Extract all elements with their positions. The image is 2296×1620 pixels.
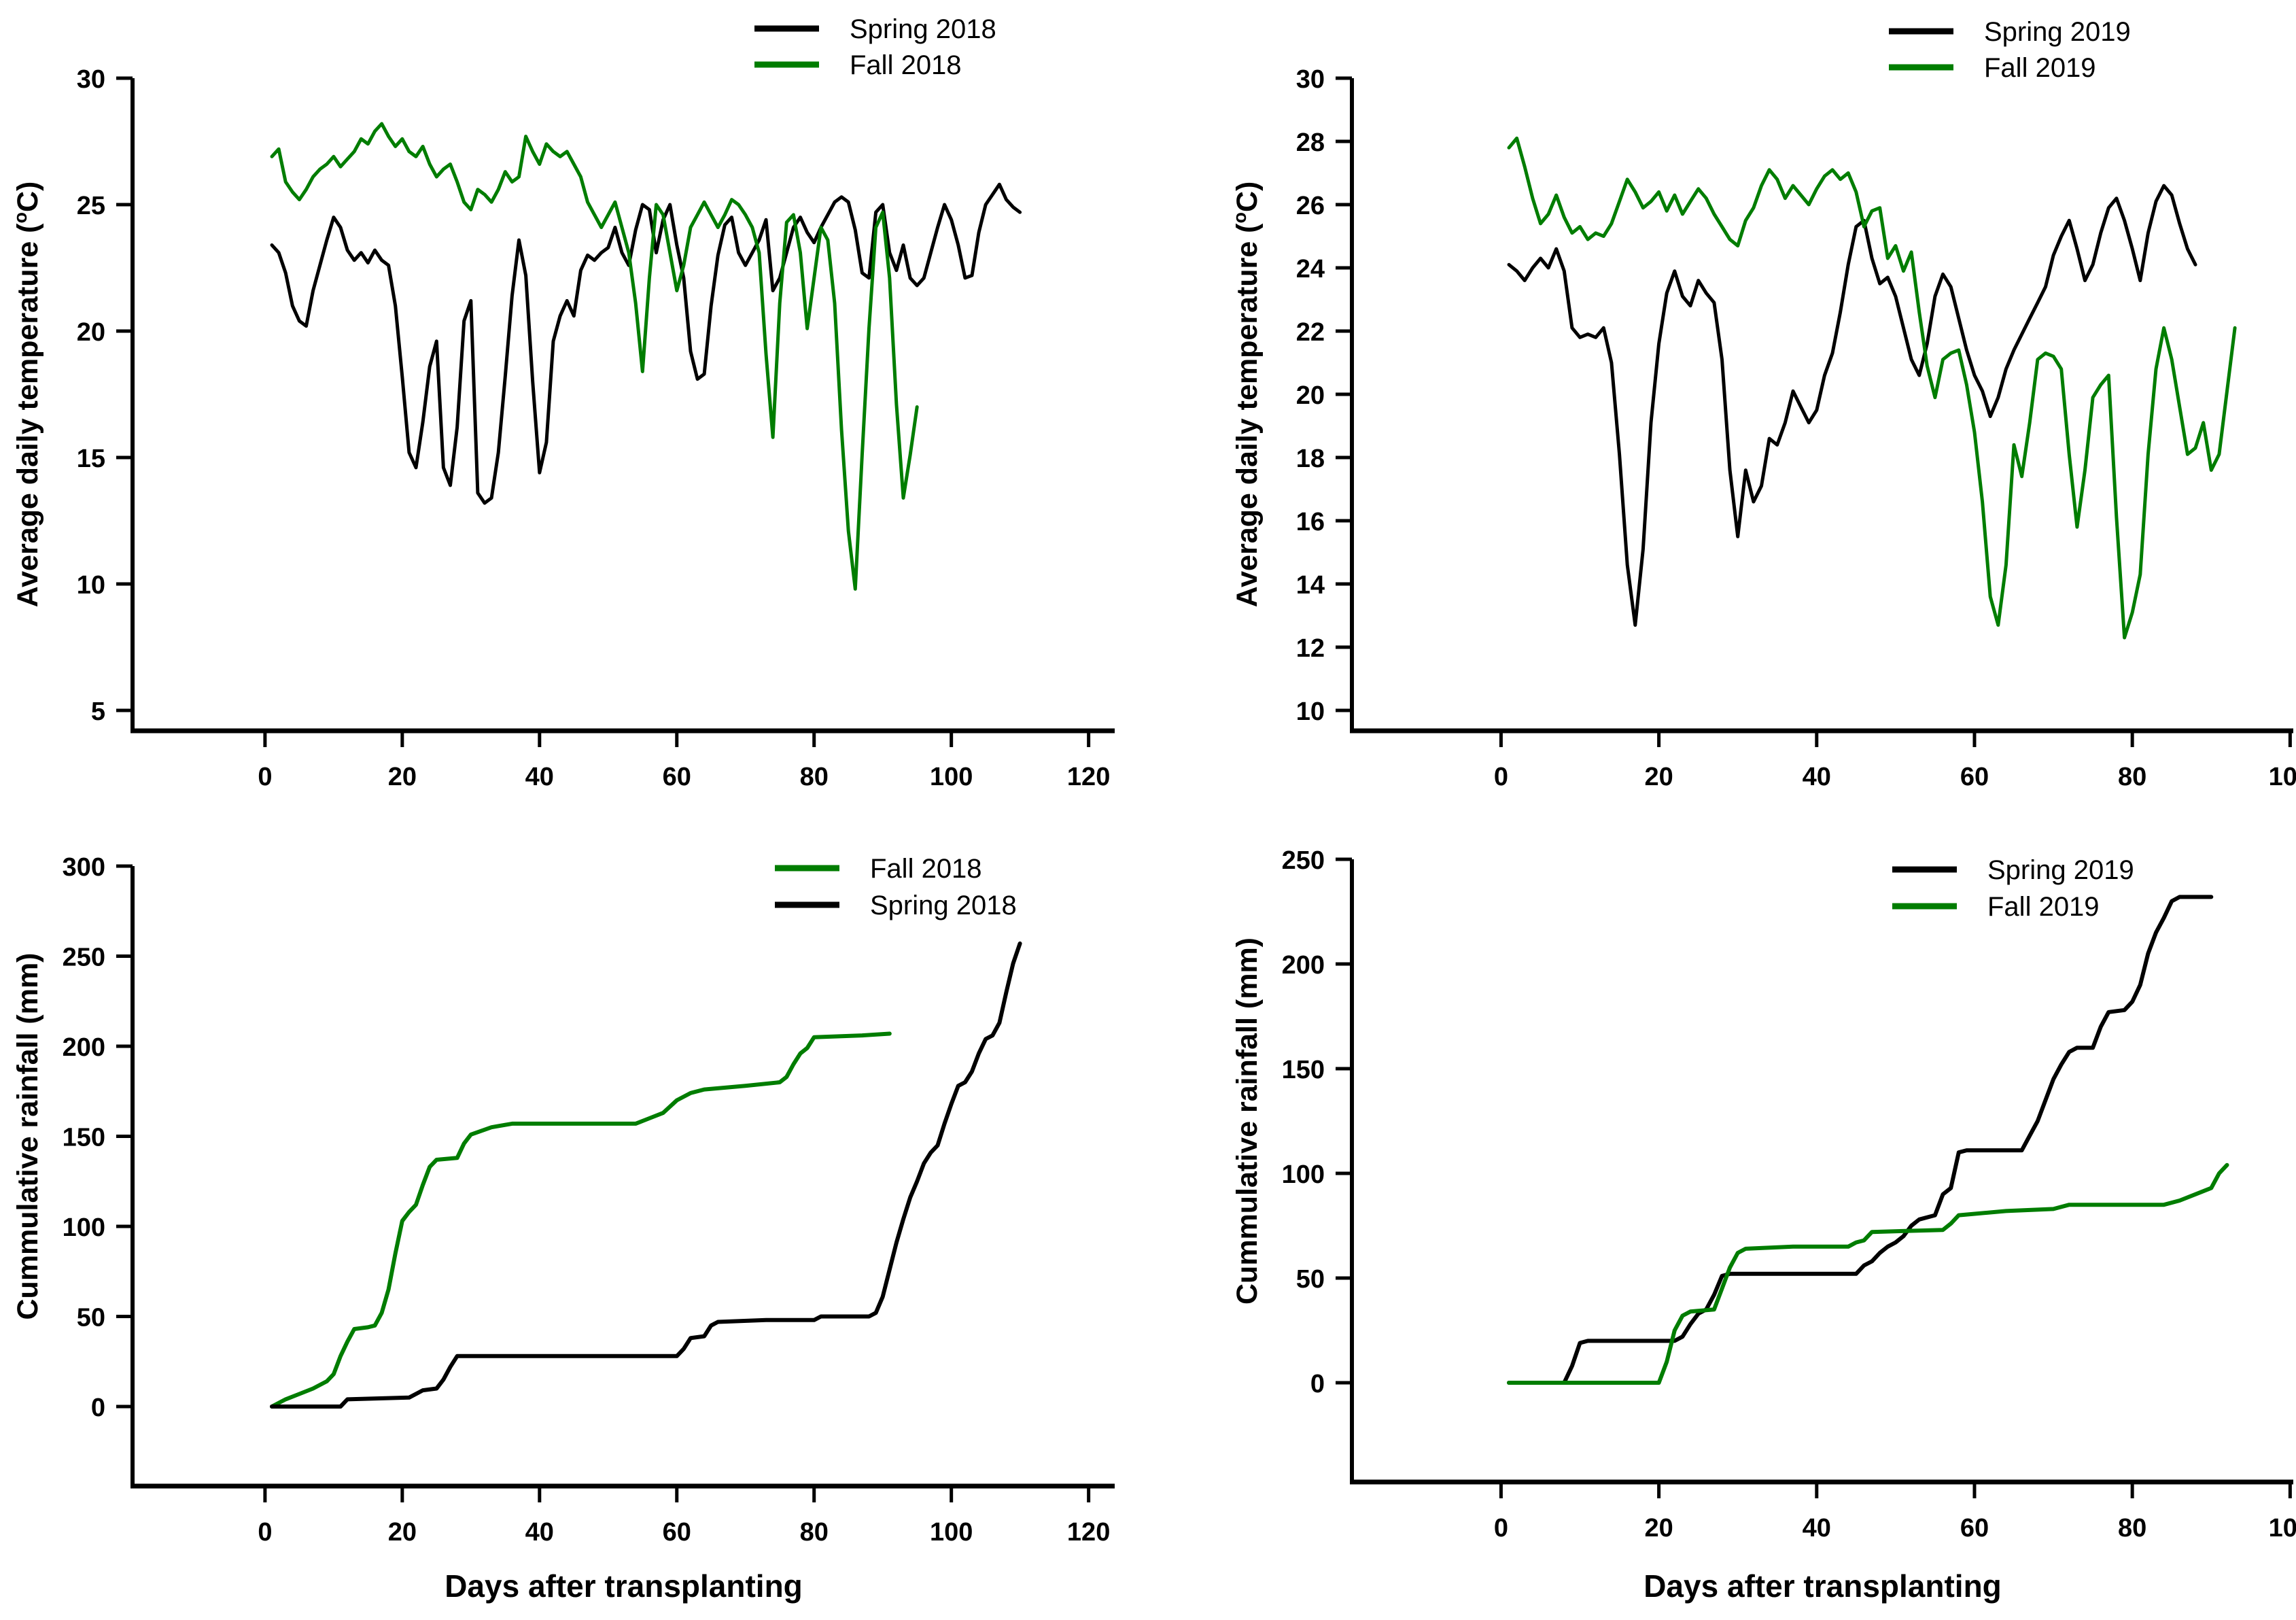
y-axis-label: Average daily temperature (oC) <box>1230 182 1264 608</box>
chart-temp-2018: 5 10 15 20 25 30 0 20 40 60 80 100 120 Average daily … <box>10 14 1115 791</box>
legend-label: Fall 2019 <box>1984 53 2096 83</box>
x-tick-label: 40 <box>525 1518 554 1547</box>
y-tick-label: 12 <box>1296 634 1325 663</box>
chart-temp-2019: 10 12 14 16 18 20 22 24 26 28 30 0 20 40 60 80 100 Averag… <box>1230 17 2296 791</box>
y-tick-label: 24 <box>1296 255 1325 283</box>
series-line-fall-2019 <box>1507 1162 2229 1385</box>
series-line-spring-2018 <box>270 182 1022 505</box>
legend-label: Spring 2019 <box>1987 855 2134 885</box>
x-tick-label: 100 <box>930 763 973 791</box>
y-tick-label: 10 <box>77 571 105 600</box>
series-line-spring-2018 <box>270 941 1022 1409</box>
y-tick-label: 100 <box>63 1213 105 1242</box>
x-tick-label: 80 <box>2118 763 2146 791</box>
x-tick-label: 100 <box>2269 1514 2296 1543</box>
y-axis-label: Average daily temperature (oC) <box>10 182 44 608</box>
x-tick-label: 100 <box>2269 763 2296 791</box>
x-tick-label: 40 <box>525 763 554 791</box>
panel-temperature-2018: 5 10 15 20 25 30 0 20 40 60 80 100 120 Average daily … <box>0 0 1148 810</box>
series-line-spring-2019 <box>1507 895 2214 1385</box>
y-tick-label: 200 <box>63 1033 105 1062</box>
x-tick-label: 80 <box>800 763 829 791</box>
legend: Spring 2018 Fall 2018 <box>754 14 996 80</box>
x-tick-label: 60 <box>663 763 691 791</box>
x-tick-label: 20 <box>1644 763 1673 791</box>
x-axis-label: Days after transplanting <box>445 1568 803 1604</box>
y-tick-label: 30 <box>1296 65 1325 94</box>
y-tick-label: 250 <box>1282 846 1325 875</box>
x-tick-label: 80 <box>800 1518 829 1547</box>
y-tick-label: 250 <box>63 944 105 972</box>
legend: Spring 2019 Fall 2019 <box>1889 17 2131 83</box>
series-line-spring-2019 <box>1507 184 2197 627</box>
x-tick-label: 40 <box>1803 1514 1831 1543</box>
legend: Spring 2019 Fall 2019 <box>1892 855 2134 922</box>
series-line-fall-2019 <box>1507 136 2237 640</box>
legend-label: Spring 2018 <box>850 14 996 44</box>
panel-rainfall-2018: 0 50 100 150 200 250 300 0 20 40 60 80 100 120 Cummula… <box>0 810 1148 1620</box>
y-tick-label: 100 <box>1282 1160 1325 1189</box>
y-tick-label: 30 <box>77 65 105 94</box>
chart-rain-2019: 0 50 100 150 200 250 0 20 40 60 80 100 Cummulative r… <box>1231 846 2296 1604</box>
y-tick-label: 200 <box>1282 951 1325 980</box>
legend-label: Fall 2018 <box>870 854 982 884</box>
legend: Fall 2018 Spring 2018 <box>775 854 1017 920</box>
panel-rainfall-2019: 0 50 100 150 200 250 0 20 40 60 80 100 Cummulative r… <box>1148 810 2296 1620</box>
x-tick-label: 80 <box>2118 1514 2146 1543</box>
y-tick-label: 50 <box>1296 1265 1325 1294</box>
series-line-fall-2018 <box>270 1031 892 1409</box>
y-tick-label: 20 <box>77 318 105 347</box>
panel-temperature-2019: 10 12 14 16 18 20 22 24 26 28 30 0 20 40 60 80 100 Averag… <box>1148 0 2296 810</box>
y-tick-label: 0 <box>1310 1370 1325 1398</box>
y-tick-label: 5 <box>91 697 105 726</box>
x-tick-label: 0 <box>258 1518 272 1547</box>
x-tick-label: 0 <box>1494 763 1508 791</box>
y-tick-label: 150 <box>1282 1056 1325 1084</box>
x-tick-label: 40 <box>1803 763 1831 791</box>
legend-label: Spring 2019 <box>1984 17 2131 47</box>
y-tick-label: 16 <box>1296 508 1325 536</box>
y-tick-label: 28 <box>1296 128 1325 157</box>
x-tick-label: 100 <box>930 1518 973 1547</box>
y-tick-label: 10 <box>1296 697 1325 726</box>
y-tick-label: 22 <box>1296 318 1325 347</box>
legend-label: Fall 2019 <box>1987 892 2100 922</box>
x-tick-label: 60 <box>1960 763 1989 791</box>
y-tick-label: 14 <box>1296 571 1325 600</box>
x-tick-label: 120 <box>1067 763 1110 791</box>
y-tick-label: 0 <box>91 1394 105 1422</box>
y-tick-label: 50 <box>77 1304 105 1332</box>
y-tick-label: 18 <box>1296 445 1325 473</box>
y-axis-label: Cummulative rainfall (mm) <box>1231 937 1264 1305</box>
x-tick-label: 20 <box>388 763 417 791</box>
y-tick-label: 300 <box>63 853 105 882</box>
x-tick-label: 60 <box>1960 1514 1989 1543</box>
legend-label: Spring 2018 <box>870 891 1017 920</box>
y-tick-label: 150 <box>63 1124 105 1152</box>
chart-rain-2018: 0 50 100 150 200 250 300 0 20 40 60 80 100 120 Cummula… <box>12 853 1115 1604</box>
x-tick-label: 20 <box>1644 1514 1673 1543</box>
y-axis-label: Cummulative rainfall (mm) <box>12 953 44 1320</box>
x-axis-label: Days after transplanting <box>1643 1568 2002 1604</box>
y-tick-label: 25 <box>77 192 105 220</box>
legend-label: Fall 2018 <box>850 50 962 80</box>
x-tick-label: 120 <box>1067 1518 1110 1547</box>
x-tick-label: 20 <box>388 1518 417 1547</box>
series-line-fall-2018 <box>270 122 919 591</box>
x-tick-label: 0 <box>258 763 272 791</box>
y-tick-label: 26 <box>1296 192 1325 220</box>
x-tick-label: 0 <box>1494 1514 1508 1543</box>
y-tick-label: 15 <box>77 445 105 473</box>
y-tick-label: 20 <box>1296 381 1325 410</box>
x-tick-label: 60 <box>663 1518 691 1547</box>
